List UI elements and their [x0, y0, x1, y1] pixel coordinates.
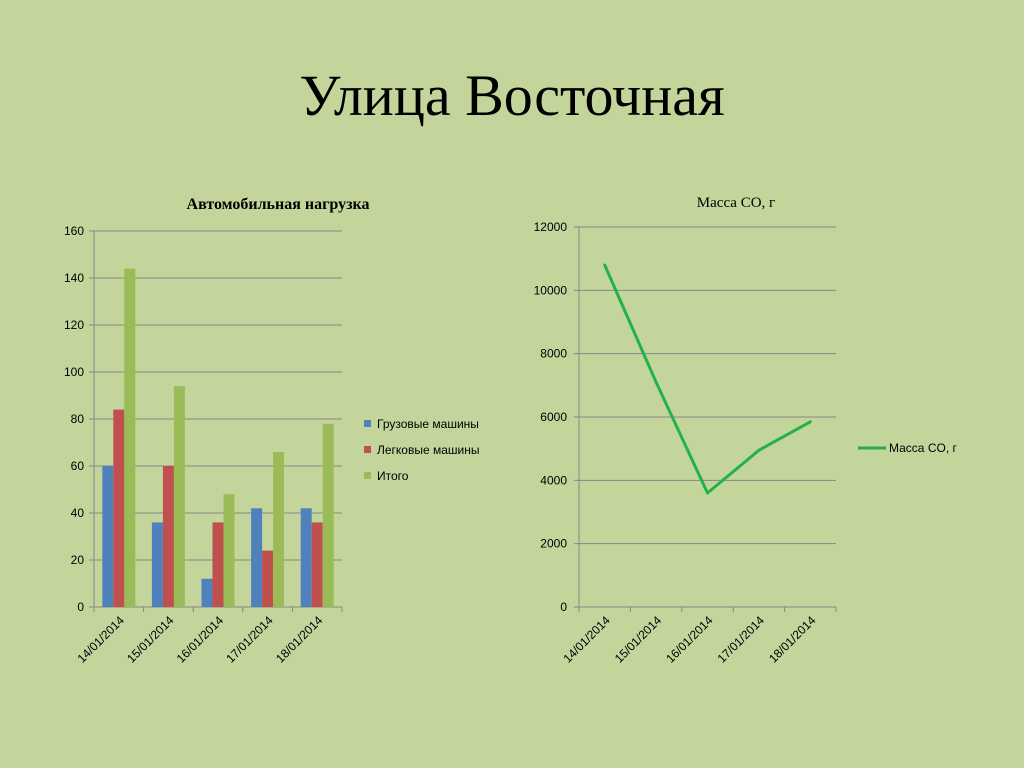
- slide-title: Улица Восточная: [299, 63, 725, 128]
- bar: [273, 451, 285, 607]
- line-chart: Масса CO, г 0 2000 4000 6000 8000 10000 12000 1…: [534, 195, 958, 666]
- line-y-tick-label: 6000: [540, 410, 567, 424]
- bar-legend-label: Грузовые машины: [377, 417, 479, 431]
- co-mass-line: [603, 264, 812, 495]
- bar: [173, 386, 185, 607]
- line-y-tick-label: 10000: [534, 283, 568, 297]
- line-chart-title: Масса CO, г: [697, 195, 775, 211]
- bar-legend-label: Итого: [377, 469, 409, 483]
- bar: [113, 409, 125, 607]
- bar-y-tick-label: 40: [71, 506, 85, 520]
- line-x-tick-label: 18/01/2014: [766, 613, 819, 666]
- bar-legend-label: Легковые машины: [377, 443, 480, 457]
- line-x-tick-label: 17/01/2014: [715, 613, 768, 666]
- bar-chart-title: Автомобильная нагрузка: [187, 196, 370, 213]
- line-y-tick-label: 2000: [540, 537, 567, 551]
- bar-y-tick-label: 0: [77, 600, 84, 614]
- bar: [251, 508, 263, 607]
- line-legend-label: Масса CO, г: [889, 441, 957, 455]
- line-y-tick-label: 12000: [534, 220, 568, 234]
- line-point: [654, 380, 658, 384]
- bar: [311, 522, 323, 607]
- bar-y-tick-label: 120: [64, 318, 84, 332]
- bar: [322, 423, 334, 607]
- bar-y-tick-label: 160: [64, 224, 84, 238]
- bar-chart: Автомобильная нагрузка 0 20 40 60 80 100 120 14…: [64, 196, 480, 666]
- bar-legend-swatch: [364, 446, 371, 453]
- line-point: [757, 448, 761, 452]
- bar: [124, 268, 136, 607]
- line-y-tick-label: 8000: [540, 347, 567, 361]
- bar: [262, 550, 274, 607]
- line-x-tick-label: 15/01/2014: [612, 613, 665, 666]
- bar-x-tick-label: 14/01/2014: [75, 613, 128, 666]
- line-point: [603, 263, 607, 267]
- bar-y-tick-label: 80: [71, 412, 85, 426]
- bar: [223, 494, 235, 607]
- bar: [102, 466, 114, 607]
- line-point: [808, 420, 812, 424]
- bar-x-tick-label: 16/01/2014: [174, 613, 227, 666]
- bar: [212, 522, 224, 607]
- line-y-tick-label: 0: [560, 600, 567, 614]
- bar: [300, 508, 312, 607]
- bar-legend-swatch: [364, 420, 371, 427]
- bar-x-tick-label: 17/01/2014: [223, 613, 276, 666]
- bar-y-tick-label: 140: [64, 271, 84, 285]
- bar-x-tick-label: 15/01/2014: [124, 613, 177, 666]
- line-x-tick-label: 14/01/2014: [560, 613, 613, 666]
- bar-y-tick-label: 60: [71, 459, 85, 473]
- bar: [151, 522, 163, 607]
- bar: [162, 466, 174, 607]
- bar-y-tick-label: 100: [64, 365, 84, 379]
- line-point: [706, 491, 709, 495]
- bar-x-tick-label: 18/01/2014: [273, 613, 326, 666]
- line-y-tick-label: 4000: [540, 473, 567, 487]
- bar: [201, 578, 213, 607]
- bar-legend-swatch: [364, 472, 371, 479]
- line-x-tick-label: 16/01/2014: [663, 613, 716, 666]
- bar-y-tick-label: 20: [71, 553, 85, 567]
